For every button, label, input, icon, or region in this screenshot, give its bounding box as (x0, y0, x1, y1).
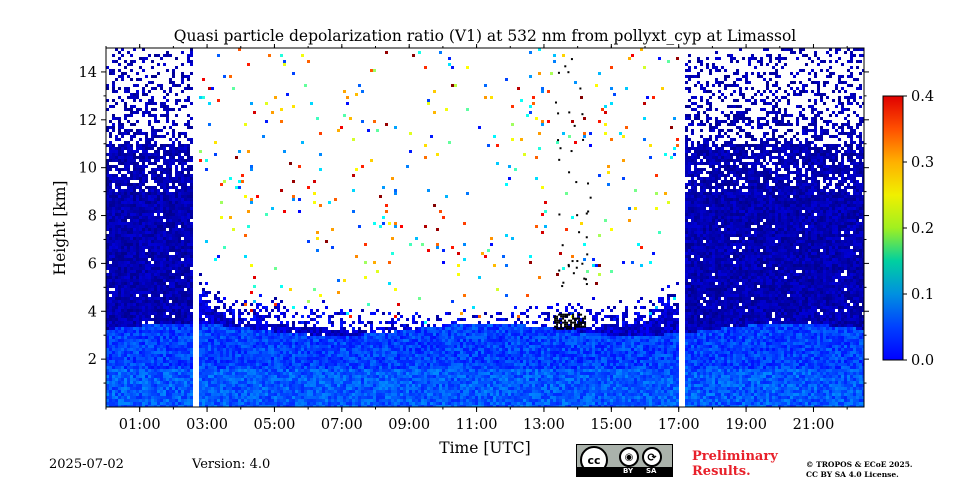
x-tick-label-10: 21:00 (793, 417, 835, 433)
colorbar-tick-label-0: 0.0 (911, 353, 934, 369)
colorbar-tick-label-4: 0.4 (911, 89, 934, 105)
colorbar (882, 95, 904, 361)
x-tick-label-9: 19:00 (725, 417, 767, 433)
copyright-line1: © TROPOS & ECoE 2025. (806, 460, 913, 469)
cc-license-badge[interactable]: cc ◉ ⟳ BY SA (576, 444, 673, 477)
y-axis: 2 4 6 8 10 12 14 (79, 65, 869, 384)
cc-text: cc (587, 453, 601, 467)
colorbar-ticks: 0.0 0.1 0.2 0.3 0.4 (903, 89, 934, 369)
x-tick-label-8: 17:00 (658, 417, 700, 433)
x-tick-label-1: 03:00 (186, 417, 228, 433)
y-tick-label-3: 8 (88, 209, 97, 225)
y-tick-label-0: 2 (88, 352, 97, 368)
x-tick-label-3: 07:00 (321, 417, 363, 433)
preliminary-line1: Preliminary (692, 449, 778, 464)
preliminary-results: Preliminary Results. (692, 449, 778, 479)
date-label: 2025-07-02 (49, 457, 124, 472)
y-tick-label-2: 6 (88, 256, 97, 272)
x-tick-label-4: 09:00 (388, 417, 430, 433)
copyright-line2: CC BY SA 4.0 License. (806, 470, 899, 479)
badge-strip (577, 467, 672, 476)
heatmap-area (106, 48, 864, 407)
x-axis: 01:00 03:00 05:00 07:00 09:00 11:00 13:00 15:00… (105, 44, 848, 433)
colorbar-tick-label-3: 0.3 (911, 155, 934, 171)
x-tick-label-6: 13:00 (523, 417, 565, 433)
x-tick-label-0: 01:00 (119, 417, 161, 433)
by-label: BY (623, 467, 634, 475)
plot-frame (105, 47, 865, 408)
y-tick-label-4: 10 (79, 161, 97, 177)
x-tick-label-5: 11:00 (456, 417, 498, 433)
y-tick-label-1: 4 (88, 304, 97, 320)
version-label: Version: 4.0 (192, 457, 271, 472)
y-tick-label-5: 12 (79, 113, 97, 129)
preliminary-line2: Results. (692, 464, 751, 479)
x-tick-label-2: 05:00 (254, 417, 296, 433)
x-axis-label: Time [UTC] (439, 439, 530, 457)
by-person-icon: ◉ (619, 447, 639, 467)
copyright-notice: © TROPOS & ECoE 2025. CC BY SA 4.0 Licen… (806, 460, 913, 480)
colorbar-tick-label-2: 0.2 (911, 221, 934, 237)
sa-label: SA (646, 467, 657, 475)
sa-share-icon: ⟳ (642, 447, 662, 467)
colorbar-tick-label-1: 0.1 (911, 287, 934, 303)
x-tick-label-7: 15:00 (590, 417, 632, 433)
y-axis-label: Height [km] (51, 181, 69, 276)
y-tick-label-6: 14 (79, 65, 97, 81)
chart-title: Quasi particle depolarization ratio (V1)… (174, 27, 797, 45)
